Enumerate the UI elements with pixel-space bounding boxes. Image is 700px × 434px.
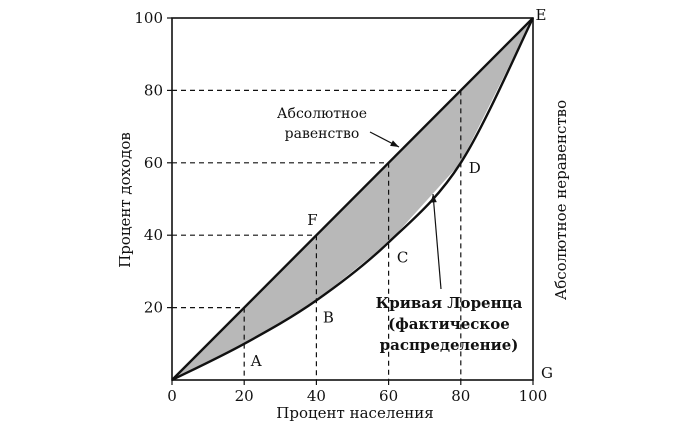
- x-tick-label-20: 20: [235, 387, 254, 405]
- point-label-f: F: [307, 211, 317, 229]
- equality-annotation-line2: равенство: [285, 126, 360, 142]
- equality-arrow-head: [390, 140, 399, 147]
- x-tick-label-60: 60: [379, 387, 398, 405]
- y-tick-label-80: 80: [144, 81, 163, 99]
- plot-frame: [171, 17, 534, 381]
- x-tick-label-40: 40: [307, 387, 326, 405]
- x-tick-label-80: 80: [451, 387, 470, 405]
- point-label-g: G: [541, 364, 553, 382]
- y-tick-label-100: 100: [134, 9, 163, 27]
- equality-line: [171, 17, 534, 381]
- y-tick-label-20: 20: [144, 299, 163, 317]
- lorenz-arrow-head: [430, 194, 437, 203]
- x-tick-label-0: 0: [167, 387, 177, 405]
- point-label-a: A: [250, 352, 262, 370]
- y-axis-title: Процент доходов: [116, 132, 134, 268]
- lorenz-arrow: [432, 193, 442, 290]
- point-label-e: E: [536, 6, 547, 24]
- axis-ticks: 0 20 40 60 80 100 20 40 60 80 100: [134, 9, 547, 405]
- annotation-arrows: [369, 131, 442, 290]
- lorenz-curve: [171, 17, 535, 382]
- lorenz-annotation-line2: (фактическое: [388, 315, 510, 333]
- lorenz-annotation-line3: распределение): [380, 336, 519, 354]
- y-tick-label-40: 40: [144, 226, 163, 244]
- point-labels: A B C D E F G: [250, 6, 553, 382]
- x-axis-title: Процент населения: [276, 404, 433, 422]
- point-label-c: C: [397, 248, 408, 266]
- point-label-d: D: [469, 159, 481, 177]
- right-axis-title: Абсолютное неравенство: [552, 100, 570, 300]
- x-tick-label-100: 100: [519, 387, 548, 405]
- lorenz-annotation-line1: Кривая Лоренца: [376, 294, 523, 312]
- y-tick-label-60: 60: [144, 154, 163, 172]
- point-label-b: B: [323, 308, 334, 326]
- guide-lines: [172, 89, 462, 380]
- equality-annotation-line1: Абсолютное: [277, 106, 367, 122]
